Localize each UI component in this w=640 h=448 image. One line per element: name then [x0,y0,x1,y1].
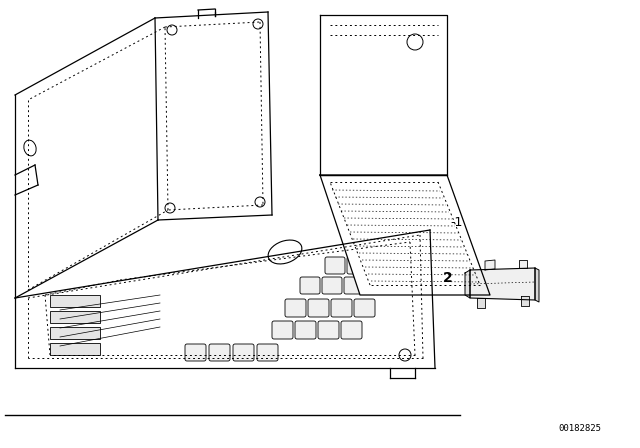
FancyBboxPatch shape [331,299,352,317]
FancyBboxPatch shape [354,299,375,317]
FancyBboxPatch shape [50,311,100,323]
FancyBboxPatch shape [285,299,306,317]
Polygon shape [320,175,490,295]
Polygon shape [521,296,529,306]
FancyBboxPatch shape [308,299,329,317]
FancyBboxPatch shape [50,343,100,355]
Polygon shape [477,298,485,308]
Text: 2: 2 [443,271,452,285]
Polygon shape [320,15,447,175]
Polygon shape [465,270,470,298]
FancyBboxPatch shape [369,257,389,274]
FancyBboxPatch shape [272,321,293,339]
FancyBboxPatch shape [233,344,254,361]
Polygon shape [470,268,535,300]
FancyBboxPatch shape [257,344,278,361]
FancyBboxPatch shape [322,277,342,294]
FancyBboxPatch shape [50,327,100,339]
FancyBboxPatch shape [366,277,386,294]
FancyBboxPatch shape [341,321,362,339]
FancyBboxPatch shape [347,257,367,274]
FancyBboxPatch shape [300,277,320,294]
FancyBboxPatch shape [344,277,364,294]
Polygon shape [535,268,539,302]
Text: -1: -1 [450,215,462,228]
FancyBboxPatch shape [209,344,230,361]
FancyBboxPatch shape [325,257,345,274]
Polygon shape [519,260,527,268]
FancyBboxPatch shape [295,321,316,339]
FancyBboxPatch shape [318,321,339,339]
Text: 00182825: 00182825 [559,423,602,432]
FancyBboxPatch shape [185,344,206,361]
Polygon shape [485,260,495,270]
FancyBboxPatch shape [50,295,100,307]
